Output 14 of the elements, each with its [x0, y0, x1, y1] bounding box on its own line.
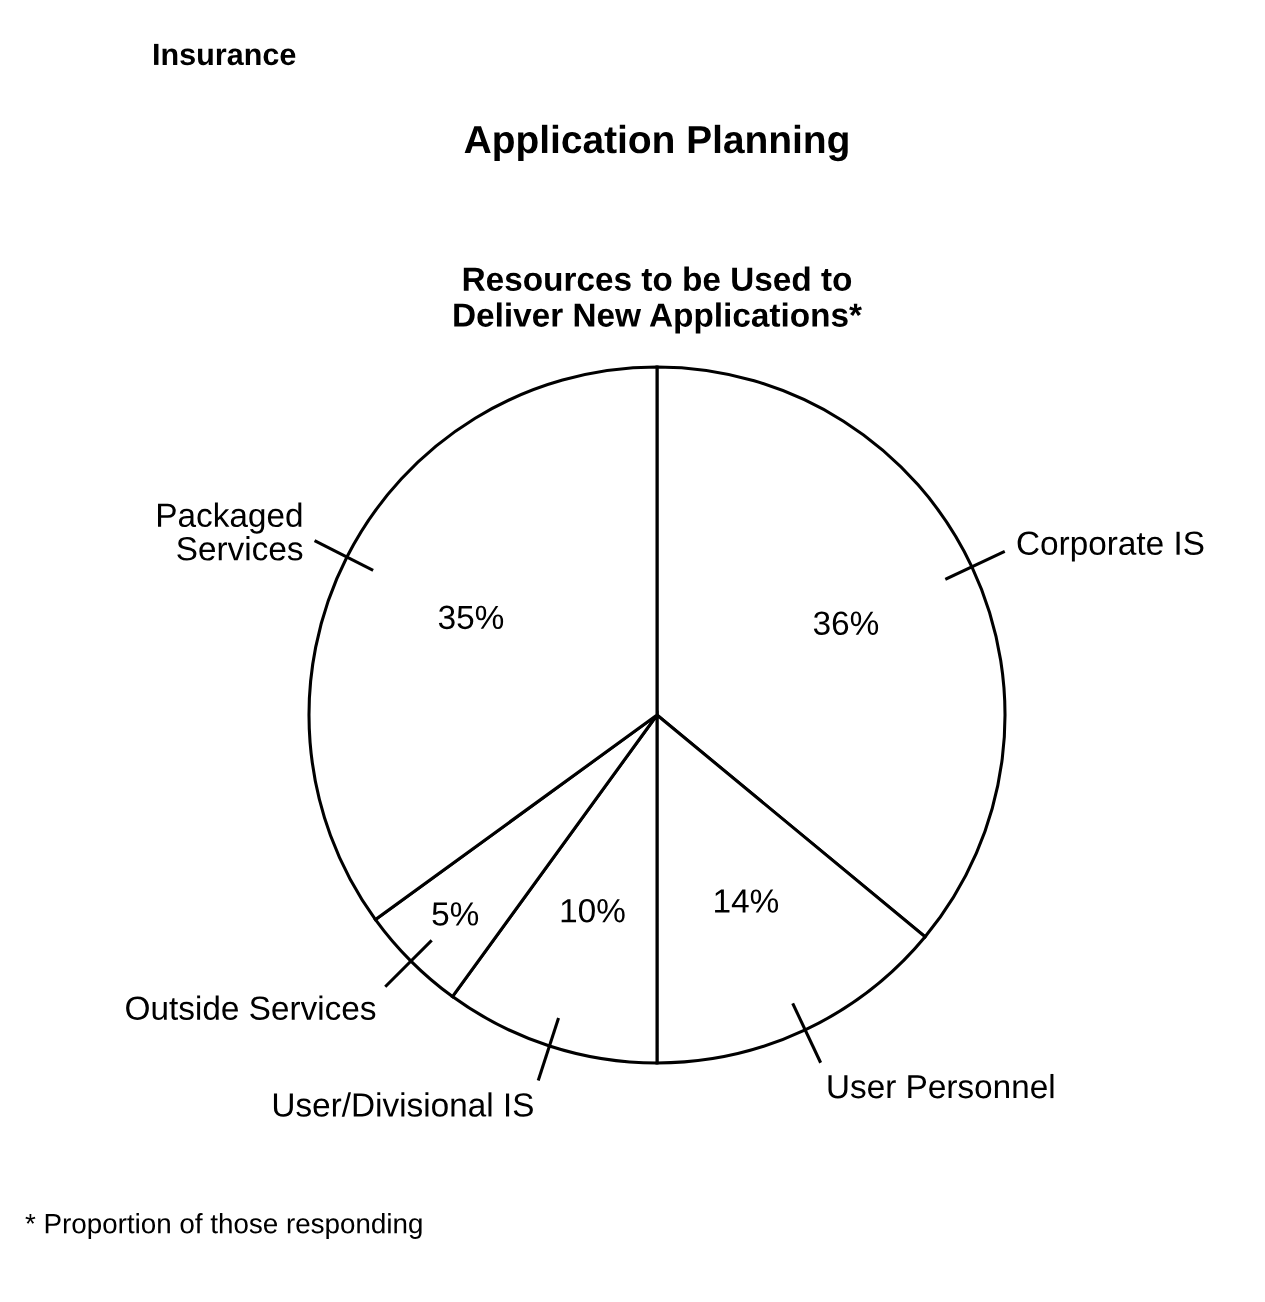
slice-label: User/Divisional IS	[273, 1092, 533, 1117]
slice-label: Outside Services	[126, 995, 376, 1021]
slice-label: Corporate IS	[1017, 531, 1204, 562]
text: Insurance	[154, 43, 296, 66]
data-label: 5%	[432, 902, 479, 926]
chart-subtitle: Resources to be Used to Deliver New Applications*	[454, 266, 862, 334]
data-label: 14%	[715, 889, 779, 913]
slice-label: User Personnel	[828, 1073, 1054, 1099]
text: * Proportion of those responding	[25, 1213, 422, 1239]
chart-title: Application Planning	[464, 124, 848, 162]
data-label: 35%	[438, 605, 504, 630]
data-label: 36%	[813, 611, 879, 636]
data-label: 10%	[561, 898, 625, 923]
slice-label: Packaged Services	[158, 502, 303, 561]
